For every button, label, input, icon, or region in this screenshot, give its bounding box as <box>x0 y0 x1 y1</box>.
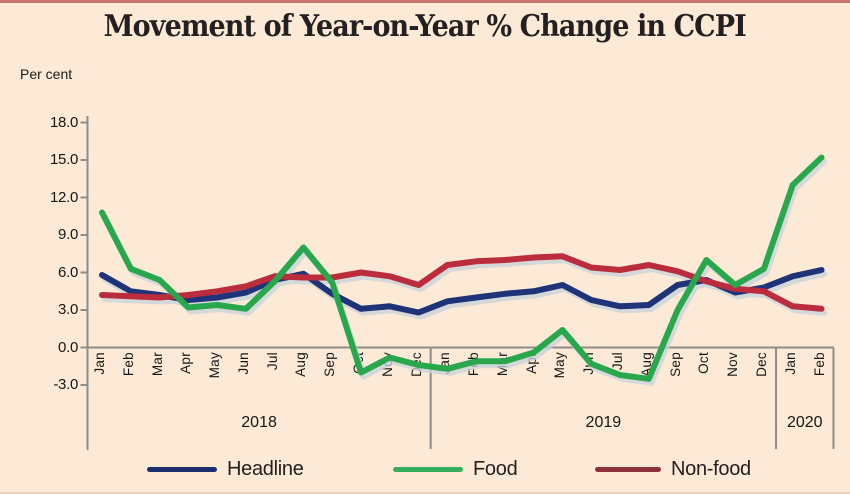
food-legend-swatch <box>393 466 463 472</box>
nonfood-legend-swatch <box>595 466 661 472</box>
legend-item-nonfood: Non-food <box>595 455 751 483</box>
page-title: Movement of Year-on-Year % Change in CCP… <box>0 9 850 44</box>
x-month-label: Aug <box>293 352 309 377</box>
x-month-label: May <box>552 352 568 379</box>
x-month-label: Jan <box>437 352 453 375</box>
chart-legend: Headline Food Non-food <box>0 455 850 487</box>
legend-item-headline: Headline <box>147 455 304 483</box>
x-month-label: Apr <box>523 352 539 374</box>
x-year-label: 2019 <box>585 414 622 431</box>
y-tick-label: 15.0 <box>50 151 78 168</box>
y-tick-label: 6.0 <box>58 263 78 281</box>
x-month-label: Jan <box>92 352 107 375</box>
x-month-label: Jan <box>782 352 798 375</box>
x-month-label: Jun <box>235 352 251 375</box>
x-month-label: Feb <box>466 352 482 377</box>
x-month-label: Mar <box>494 352 510 377</box>
x-year-label: 2018 <box>241 414 277 431</box>
x-month-label: Dec <box>753 352 769 377</box>
x-month-label: Jul <box>610 352 626 371</box>
page-title-text: Movement of Year-on-Year % Change in CCP… <box>103 9 747 44</box>
x-month-label: Aug <box>638 352 654 377</box>
legend-item-food: Food <box>393 455 518 483</box>
y-tick-label: 3.0 <box>58 301 78 318</box>
x-month-label: Sep <box>667 352 683 377</box>
headline-legend-label: Headline <box>227 457 304 480</box>
x-month-label: Feb <box>811 352 827 377</box>
y-tick-label: 12.0 <box>50 188 78 206</box>
y-tick-label: 9.0 <box>58 226 78 243</box>
x-month-label: Apr <box>178 352 194 374</box>
x-month-label: Feb <box>120 352 136 377</box>
x-month-label: Jun <box>581 352 597 375</box>
x-month-label: Nov <box>379 352 395 377</box>
x-month-label: Oct <box>696 352 712 374</box>
y-tick-label: 0.0 <box>58 338 78 356</box>
bottom-accent-strip <box>0 492 850 494</box>
x-month-label: Dec <box>408 352 424 377</box>
x-month-label: Jul <box>264 352 280 371</box>
nonfood-legend-label: Non-food <box>671 457 751 480</box>
headline-legend-swatch <box>147 466 217 472</box>
x-month-label: Nov <box>725 352 741 377</box>
x-month-label: May <box>207 352 223 379</box>
y-tick-label: 18.0 <box>50 113 78 131</box>
x-year-label: 2020 <box>786 414 823 431</box>
y-axis-unit-label: Per cent <box>20 66 73 82</box>
food-legend-label: Food <box>473 457 518 480</box>
x-month-label: Oct <box>351 352 367 374</box>
x-month-label: Mar <box>149 352 165 377</box>
top-accent-strip <box>0 0 850 3</box>
x-month-label: Sep <box>322 352 338 377</box>
y-tick-label: -3.0 <box>53 376 78 393</box>
